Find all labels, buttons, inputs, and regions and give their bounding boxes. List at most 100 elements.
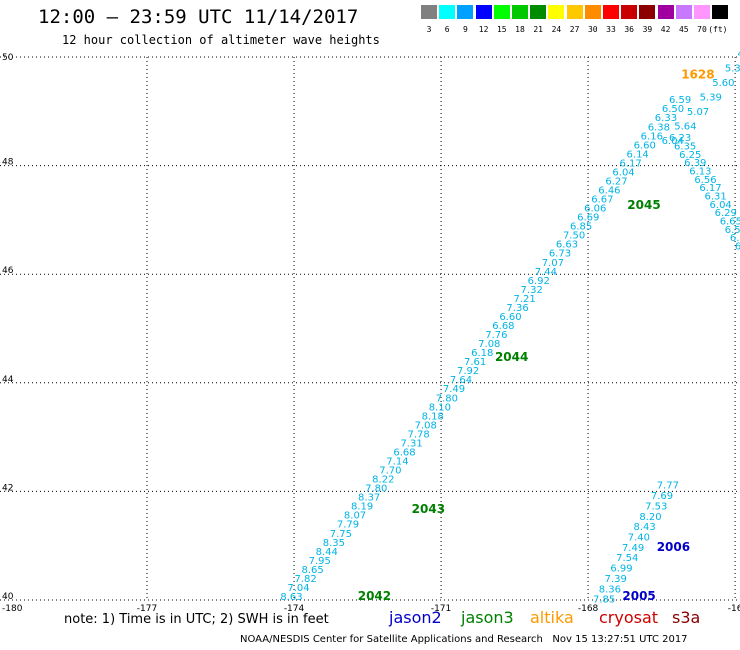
- map-subtitle: 12 hour collection of altimeter wave hei…: [62, 33, 380, 47]
- wave-height-value: 7.80: [436, 393, 458, 404]
- wave-height-value: 8.36: [599, 584, 621, 595]
- lat-tick-label: 40: [2, 592, 14, 602]
- wave-height-value: 8.37: [358, 493, 380, 504]
- wave-height-value: 7.53: [645, 501, 667, 512]
- pass-number: 2005: [622, 589, 655, 603]
- wave-height-value: 6.25: [679, 150, 701, 161]
- wave-height-value: 7.31: [400, 438, 422, 449]
- wave-height-value: 7.44: [535, 267, 557, 278]
- pass-number: 2043: [412, 502, 445, 516]
- wave-height-value: 8.10: [429, 402, 451, 413]
- scale-swatch: [421, 5, 437, 19]
- wave-height-value: 6.67: [591, 195, 613, 206]
- wave-height-value: 6.56: [694, 175, 716, 186]
- axis-tick-labels: -180 -177 -174 -171 -168 -16 40 42 44 46 48 50: [2, 53, 740, 614]
- scale-label: 6: [444, 25, 450, 34]
- wave-height-value: 6.04: [662, 136, 684, 147]
- wave-height-value: 7.49: [622, 543, 644, 554]
- scale-swatch: [457, 5, 474, 19]
- scale-label: 36: [624, 25, 634, 34]
- wave-height-value: 7.40: [628, 533, 650, 544]
- wave-height-value: 7.82: [294, 574, 316, 585]
- lon-tick-label: -16: [728, 604, 740, 614]
- wave-height-value: 8.07: [344, 511, 366, 522]
- map-title: 12:00 – 23:59 UTC 11/14/2017: [38, 6, 359, 28]
- lat-tick-label: 44: [2, 375, 14, 385]
- wave-height-value: 7.14: [386, 456, 408, 467]
- wave-height-value: 6.99: [610, 564, 632, 575]
- scale-label: 3: [426, 25, 432, 34]
- scale-label: 27: [569, 25, 580, 34]
- scale-swatch: [475, 5, 492, 19]
- wave-height-value: 6.38: [648, 122, 670, 133]
- wave-height-value: 8.20: [639, 512, 661, 523]
- wave-height-value: 7.08: [478, 339, 500, 350]
- scale-swatch: [639, 5, 656, 19]
- wave-height-value: 6.85: [570, 222, 592, 233]
- lat-tick-label: 50: [2, 53, 14, 63]
- wave-height-value: 7.85: [593, 595, 615, 606]
- wave-height-value: 7.75: [330, 529, 352, 540]
- scale-swatch: [712, 5, 729, 19]
- wave-height-value: 7.76: [485, 330, 507, 341]
- wave-height-value: 7.78: [408, 429, 430, 440]
- wave-height-value: 8.44: [316, 547, 338, 558]
- wave-height-value: 7.70: [379, 466, 401, 477]
- scale-swatch: [603, 5, 619, 19]
- wave-height-value: 7.79: [337, 520, 359, 531]
- lon-tick-label: -174: [284, 604, 305, 614]
- scale-swatch: [530, 5, 547, 19]
- pass-number: 1628: [681, 68, 714, 82]
- lat-tick-label: 46: [2, 266, 14, 276]
- wave-height-value: 6.17: [699, 183, 721, 194]
- wave-height-value: 6.60: [634, 140, 656, 151]
- wave-height-value: 7.80: [365, 484, 387, 495]
- wave-height-value: 6.39: [684, 158, 706, 169]
- scale-label: 15: [496, 25, 507, 34]
- wave-height-value: 6.16: [641, 131, 663, 142]
- scale-label: 45: [678, 25, 689, 34]
- wave-height-value: 8.22: [372, 475, 394, 486]
- satellite-label-jason2: jason2: [389, 608, 442, 627]
- wave-height-value: 7.36: [506, 303, 528, 314]
- wave-height-value: 7.69: [651, 491, 673, 502]
- wave-height-value: 6.73: [549, 249, 571, 260]
- wave-height-value: 6.68: [393, 447, 415, 458]
- footer-credit-text: NOAA/NESDIS Center for Satellite Applica…: [240, 634, 543, 645]
- wave-height-value: 8.43: [634, 522, 656, 533]
- footer-timestamp: Nov 15 13:27:51 UTC 2017: [552, 634, 688, 645]
- map-grid: [0, 56, 740, 601]
- scale-label: 18: [515, 25, 525, 34]
- scale-swatch: [439, 5, 456, 19]
- scale-label: 21: [533, 25, 543, 34]
- scale-label: 70: [697, 25, 707, 34]
- wave-height-value: 6.52: [725, 225, 740, 236]
- wave-height-value: 7.32: [521, 285, 543, 296]
- units-note: note: 1) Time is in UTC; 2) SWH is in fe…: [64, 612, 329, 627]
- satellite-label-s3a: s3a: [672, 608, 701, 627]
- wave-height-value: 6.29: [715, 208, 737, 219]
- wave-height-value: 6.33: [655, 113, 677, 124]
- scale-swatch: [566, 5, 583, 19]
- scale-swatch: [548, 5, 565, 19]
- scale-label: 33: [606, 25, 616, 34]
- wave-height-value: 6.04: [612, 167, 634, 178]
- pass-number: 2006: [657, 540, 690, 554]
- scale-unit: (ft): [708, 25, 728, 34]
- wave-height-value: 6.4: [735, 242, 740, 253]
- lon-tick-label: -168: [578, 604, 599, 614]
- wave-height-value: 8.63: [280, 592, 302, 603]
- scale-label: 9: [462, 25, 468, 34]
- wave-height-tracks: 8.637.047.828.657.958.448.357.757.798.07…: [280, 49, 740, 606]
- scale-swatch: [675, 5, 692, 19]
- wave-height-value: 6.13: [689, 167, 711, 178]
- wave-height-value: 7.64: [450, 375, 472, 386]
- wave-height-value: 7.21: [513, 294, 535, 305]
- satellite-label-jason3: jason3: [461, 608, 514, 627]
- wave-height-value: 7.54: [616, 553, 638, 564]
- pass-number: 2044: [495, 350, 528, 364]
- scale-swatch: [657, 5, 674, 19]
- wave-height-value: 7.95: [309, 556, 331, 567]
- wave-height-value: 4.: [738, 49, 740, 60]
- wave-height-value: 5.37: [725, 63, 740, 74]
